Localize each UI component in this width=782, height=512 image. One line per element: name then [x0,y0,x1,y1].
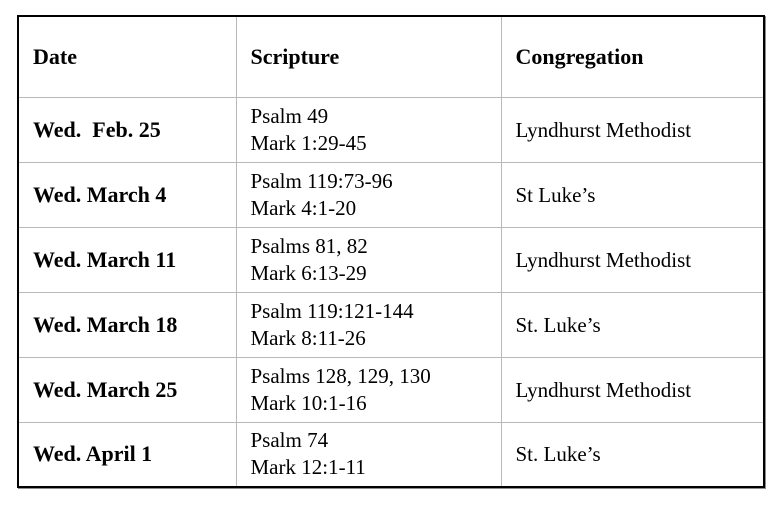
scripture-gospel: Mark 8:11-26 [250,325,366,350]
scripture-psalm: Psalm 49 [250,103,329,128]
scripture-gospel: Mark 10:1-16 [250,390,367,415]
scripture-psalm: Psalms 81, 82 [250,233,368,258]
scripture-psalm: Psalm 74 [250,428,329,453]
congregation-cell: St Luke’s [500,161,765,228]
table-row: Wed. March 11 Psalms 81, 82 Mark 6:13-29… [17,226,765,293]
scripture-cell: Psalms 128, 129, 130 Mark 10:1-16 [235,356,502,423]
table-header-row: Date Scripture Congregation [17,15,765,98]
congregation-cell: St. Luke’s [500,291,765,358]
scripture-cell: Psalm 119:73-96 Mark 4:1-20 [235,161,502,228]
header-cell-scripture: Scripture [235,15,502,98]
date-cell: Wed. March 25 [17,356,237,423]
table-row: Wed. Feb. 25 Psalm 49 Mark 1:29-45 Lyndh… [17,96,765,163]
scripture-psalm: Psalms 128, 129, 130 [250,363,431,388]
scripture-gospel: Mark 6:13-29 [250,260,367,285]
schedule-table: Date Scripture Congregation Wed. Feb. 25… [17,15,765,488]
header-cell-congregation: Congregation [500,15,765,98]
congregation-cell: Lyndhurst Methodist [500,226,765,293]
scripture-cell: Psalms 81, 82 Mark 6:13-29 [235,226,502,293]
scripture-cell: Psalm 119:121-144 Mark 8:11-26 [235,291,502,358]
scripture-gospel: Mark 1:29-45 [250,130,367,155]
scripture-psalm: Psalm 119:121-144 [250,298,414,323]
table-row: Wed. March 4 Psalm 119:73-96 Mark 4:1-20… [17,161,765,228]
scripture-gospel: Mark 4:1-20 [250,195,357,220]
scripture-cell: Psalm 74 Mark 12:1-11 [235,421,502,488]
table-row: Wed. March 18 Psalm 119:121-144 Mark 8:1… [17,291,765,358]
congregation-cell: Lyndhurst Methodist [500,96,765,163]
scripture-cell: Psalm 49 Mark 1:29-45 [235,96,502,163]
header-cell-date: Date [17,15,237,98]
table-row: Wed. March 25 Psalms 128, 129, 130 Mark … [17,356,765,423]
congregation-cell: Lyndhurst Methodist [500,356,765,423]
scripture-gospel: Mark 12:1-11 [250,455,366,480]
scripture-psalm: Psalm 119:73-96 [250,168,393,193]
date-cell: Wed. Feb. 25 [17,96,237,163]
date-cell: Wed. March 4 [17,161,237,228]
date-cell: Wed. April 1 [17,421,237,488]
congregation-cell: St. Luke’s [500,421,765,488]
table-row: Wed. April 1 Psalm 74 Mark 12:1-11 St. L… [17,421,765,488]
date-cell: Wed. March 11 [17,226,237,293]
date-cell: Wed. March 18 [17,291,237,358]
